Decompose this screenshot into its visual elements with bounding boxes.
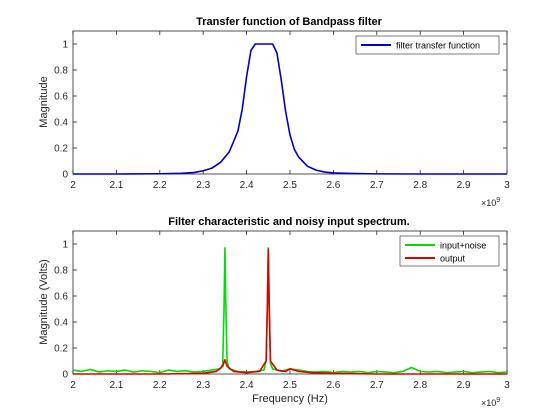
bottom-legend-box [399,235,500,267]
bottom-y-tick-label: 0.8 [54,266,68,277]
bottom-series-line-input-noise [72,247,508,374]
top-axes: Transfer function of Bandpass filter 0 0.… [38,16,510,208]
bottom-x-axis-label: Frequency (Hz) [252,393,328,405]
top-x-tick-label: 2.7 [370,180,384,191]
bottom-chart-title: Filter characteristic and noisy input sp… [168,216,409,228]
top-x-tick-label: 2.9 [457,180,471,191]
top-series-group [73,43,507,175]
bottom-x-tick-label: 2.6 [326,380,340,391]
bottom-x-tick-label: 2.2 [153,380,167,391]
bottom-series-group [72,247,508,375]
bottom-y-axis-label: Magnitude (Volts) [38,259,50,345]
top-x-tick-label: 2.5 [283,180,297,191]
bottom-x-tick-label: 2.3 [196,380,210,391]
top-x-tick-label: 2.4 [240,180,254,191]
bottom-x-exponent-base: ×10 [481,398,496,408]
top-x-tick-label: 2.1 [109,180,123,191]
bottom-x-exponent: ×109 [481,397,500,408]
top-x-tick-label: 2.6 [326,180,340,191]
bottom-x-tick-label: 2.9 [457,380,471,391]
top-y-tick-label: 1 [62,40,68,51]
bottom-legend-label-input-noise: input+noise [440,241,486,251]
bottom-y-tick-label: 0.2 [54,344,68,355]
bottom-axes: Filter characteristic and noisy input sp… [38,216,510,408]
bottom-x-tick-label: 2.4 [240,380,254,391]
bottom-x-tick-label: 2.5 [283,380,297,391]
bottom-y-tick-label: 0.4 [54,318,68,329]
top-x-exponent: ×109 [481,197,500,208]
bottom-y-ticks: 0 0.2 0.4 0.6 0.8 1 [54,240,507,381]
bottom-y-tick-label: 0.6 [54,292,68,303]
bottom-legend: input+noise output [399,235,500,267]
top-y-tick-label: 0.8 [54,66,68,77]
top-chart-title: Transfer function of Bandpass filter [196,16,383,28]
top-y-tick-label: 0 [62,170,68,181]
bottom-x-tick-label: 2 [70,380,76,391]
bottom-x-tick-label: 2.1 [109,380,123,391]
bottom-x-tick-label: 2.8 [413,380,427,391]
top-y-tick-label: 0.2 [54,144,68,155]
bottom-x-tick-label: 2.7 [370,380,384,391]
top-x-tick-label: 2.2 [153,180,167,191]
top-x-ticks: 2 2.1 2.2 2.3 2.4 2.5 2.6 2.7 2.8 2.9 3 [70,31,510,191]
top-y-tick-label: 0.6 [54,92,68,103]
bottom-series-line-output [73,248,507,375]
bottom-x-exponent-power: 9 [496,397,500,404]
top-series-line-filter-transfer-function [73,43,507,175]
bottom-y-tick-label: 0 [62,370,68,381]
top-x-exponent-base: ×10 [481,198,496,208]
top-legend: filter transfer function [355,35,500,55]
top-x-tick-label: 2 [70,180,76,191]
bottom-legend-label-output: output [440,254,466,264]
bottom-y-tick-label: 1 [62,240,68,251]
top-x-tick-label: 2.3 [196,180,210,191]
top-x-tick-label: 3 [504,180,510,191]
top-legend-box [355,35,500,55]
top-plot-area [72,30,508,175]
top-legend-label-filter: filter transfer function [396,41,480,51]
top-x-tick-label: 2.8 [413,180,427,191]
top-x-exponent-power: 9 [496,197,500,204]
top-y-tick-label: 0.4 [54,118,68,129]
top-y-axis-label: Magnitude [38,76,50,127]
bottom-x-tick-label: 3 [504,380,510,391]
